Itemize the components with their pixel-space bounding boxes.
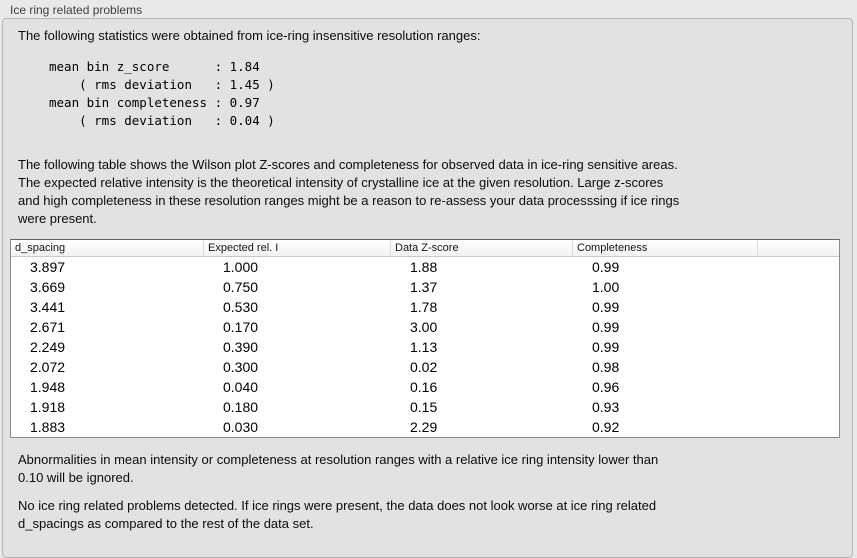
table-cell: 0.96 [592,379,620,395]
table-cell-filler [758,337,839,357]
table-cell: 0.170 [223,319,259,335]
groupbox-title: Ice ring related problems [10,3,143,17]
table-header-d-spacing[interactable]: d_spacing [11,240,204,257]
table-row[interactable]: 2.671 0.170 3.00 0.99 [11,317,839,337]
table-cell: 0.02 [410,359,438,375]
table-cell-filler [758,297,839,317]
table-cell: 2.671 [30,319,66,335]
conclusion-text: No ice ring related problems detected. I… [18,498,657,531]
ice-ring-table: d_spacing Expected rel. I Data Z-score Comp… [10,239,840,438]
table-cell: 0.040 [223,379,259,395]
table-cell-filler [758,397,839,417]
table-row[interactable]: 1.948 0.040 0.16 0.96 [11,377,839,397]
ice-ring-panel: The following statistics were obtained f… [2,18,853,558]
table-cell: 0.15 [410,399,438,415]
table-cell: 1.13 [410,339,438,355]
table-cell: 1.948 [30,379,66,395]
table-header-expected-rel-i[interactable]: Expected rel. I [204,240,391,257]
table-cell: 1.00 [592,279,620,295]
table-cell: 3.897 [30,259,66,275]
stats-block: mean bin z_score : 1.84 ( rms deviation … [49,59,275,128]
table-cell: 0.750 [223,279,259,295]
table-cell: 0.98 [592,359,620,375]
table-cell-filler [758,257,839,277]
table-cell-filler [758,417,839,437]
table-cell: 0.92 [592,419,620,435]
ignore-note: Abnormalities in mean intensity or compl… [18,452,659,485]
table-header-data-z-score[interactable]: Data Z-score [391,240,573,257]
table-cell: 2.249 [30,339,66,355]
table-cell: 0.530 [223,299,259,315]
table-cell: 2.072 [30,359,66,375]
table-cell: 1.37 [410,279,438,295]
table-row[interactable]: 1.883 0.030 2.29 0.92 [11,417,839,437]
table-cell: 1.78 [410,299,438,315]
table-cell-filler [758,357,839,377]
table-header-filler [758,240,839,257]
table-header-row: d_spacing Expected rel. I Data Z-score Comp… [11,240,839,257]
table-cell: 1.88 [410,259,438,275]
table-cell: 0.93 [592,399,620,415]
table-cell: 1.000 [223,259,259,275]
table-body: 3.897 1.000 1.88 0.99 3.669 0.750 1.37 1.00 3.44… [11,257,839,437]
table-header-completeness[interactable]: Completeness [573,240,758,257]
table-cell: 0.99 [592,299,620,315]
table-cell: 1.883 [30,419,66,435]
table-cell-filler [758,377,839,397]
table-row[interactable]: 2.072 0.300 0.02 0.98 [11,357,839,377]
table-cell: 3.441 [30,299,66,315]
table-cell: 1.918 [30,399,66,415]
table-cell: 0.99 [592,339,620,355]
intro-text: The following statistics were obtained f… [18,28,481,43]
table-cell: 3.669 [30,279,66,295]
table-cell: 3.00 [410,319,438,335]
table-row[interactable]: 1.918 0.180 0.15 0.93 [11,397,839,417]
table-cell: 2.29 [410,419,438,435]
table-cell: 0.99 [592,259,620,275]
table-cell: 0.16 [410,379,438,395]
table-cell: 0.180 [223,399,259,415]
table-cell-filler [758,277,839,297]
table-cell: 0.99 [592,319,620,335]
table-row[interactable]: 3.669 0.750 1.37 1.00 [11,277,839,297]
table-cell-filler [758,317,839,337]
table-row[interactable]: 3.441 0.530 1.78 0.99 [11,297,839,317]
table-cell: 0.300 [223,359,259,375]
table-row[interactable]: 3.897 1.000 1.88 0.99 [11,257,839,277]
table-row[interactable]: 2.249 0.390 1.13 0.99 [11,337,839,357]
table-cell: 0.030 [223,419,259,435]
table-cell: 0.390 [223,339,259,355]
table-caption: The following table shows the Wilson plo… [18,157,680,226]
